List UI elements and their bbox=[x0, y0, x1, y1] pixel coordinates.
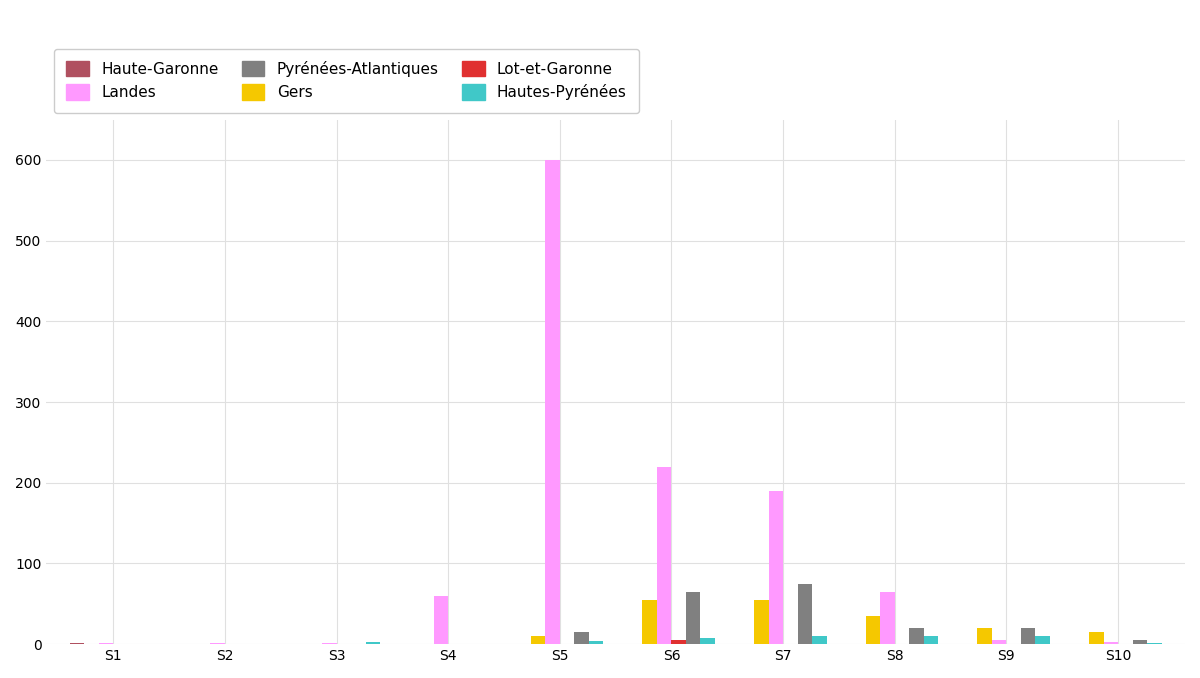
Bar bbox=[768, 491, 784, 644]
Bar bbox=[545, 160, 559, 644]
Bar bbox=[1021, 628, 1036, 644]
Bar bbox=[656, 466, 672, 644]
Bar bbox=[1088, 632, 1104, 644]
Bar bbox=[798, 584, 812, 644]
Bar bbox=[686, 592, 701, 644]
Bar bbox=[910, 628, 924, 644]
Bar bbox=[98, 643, 113, 644]
Bar bbox=[433, 596, 448, 644]
Bar bbox=[812, 636, 827, 644]
Bar bbox=[1104, 641, 1118, 644]
Bar bbox=[322, 643, 336, 644]
Bar bbox=[701, 638, 715, 644]
Bar bbox=[1036, 636, 1050, 644]
Bar bbox=[672, 640, 686, 644]
Legend: Haute-Garonne, Landes, Pyrénées-Atlantiques, Gers, Lot-et-Garonne, Hautes-Pyréné: Haute-Garonne, Landes, Pyrénées-Atlantiq… bbox=[54, 49, 638, 113]
Bar bbox=[924, 636, 938, 644]
Bar bbox=[1133, 640, 1147, 644]
Bar bbox=[530, 636, 545, 644]
Bar bbox=[881, 592, 895, 644]
Bar bbox=[865, 616, 881, 644]
Bar bbox=[992, 640, 1007, 644]
Bar bbox=[1147, 643, 1162, 644]
Bar bbox=[589, 641, 604, 644]
Bar bbox=[366, 641, 380, 644]
Bar bbox=[575, 632, 589, 644]
Bar bbox=[977, 628, 992, 644]
Bar bbox=[642, 600, 656, 644]
Bar bbox=[210, 643, 224, 644]
Bar bbox=[754, 600, 768, 644]
Bar bbox=[70, 643, 84, 644]
